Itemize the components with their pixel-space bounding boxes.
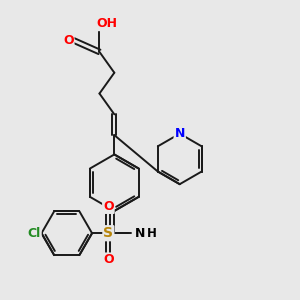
Text: N: N xyxy=(175,127,185,140)
Text: S: S xyxy=(103,226,113,240)
Text: OH: OH xyxy=(96,17,117,30)
Text: N: N xyxy=(134,227,145,240)
Text: O: O xyxy=(103,200,114,213)
Text: Cl: Cl xyxy=(28,227,41,240)
Text: O: O xyxy=(63,34,74,46)
Text: O: O xyxy=(103,254,114,266)
Text: H: H xyxy=(146,227,156,240)
